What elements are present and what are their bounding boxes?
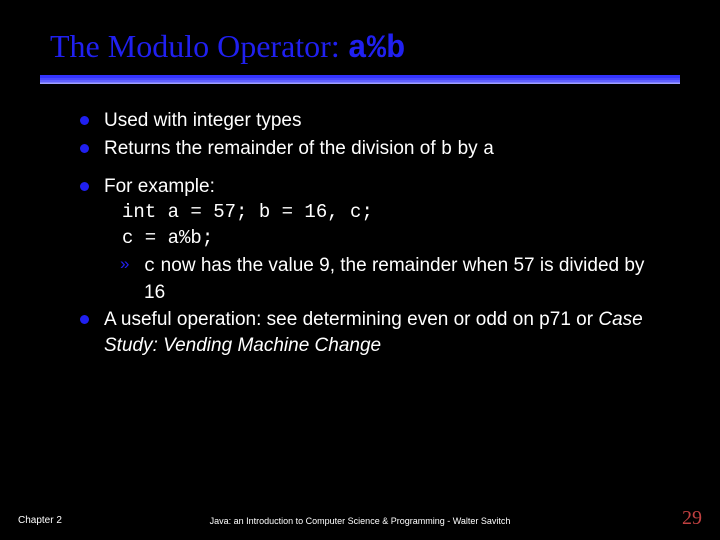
bullet-text: A useful operation: see determining even… <box>104 309 598 330</box>
inline-code: b <box>441 138 452 160</box>
code-line: int a = 57; b = 16, c; <box>122 200 670 226</box>
title-code: a%b <box>348 30 406 67</box>
rule-line <box>40 83 680 84</box>
bullet-text: Returns the remainder of the division of <box>104 138 441 159</box>
inline-code: a <box>483 138 494 160</box>
bullet-item: Used with integer types <box>80 108 670 134</box>
bullet-text: now has the value 9, the remainder when … <box>144 255 644 303</box>
footer-chapter: Chapter 2 <box>18 515 62 526</box>
sub-bullet-item: c now has the value 9, the remainder whe… <box>104 253 670 305</box>
bullet-item: A useful operation: see determining even… <box>80 307 670 358</box>
bullet-text: Used with integer types <box>104 110 302 131</box>
code-line: c = a%b; <box>122 226 670 252</box>
sub-bullet-list: c now has the value 9, the remainder whe… <box>104 253 670 305</box>
slide: The Modulo Operator: a%b Used with integ… <box>0 0 720 540</box>
bullet-text: by <box>452 138 483 159</box>
bullet-text: For example: <box>104 176 215 197</box>
title-text: The Modulo Operator: <box>50 28 348 64</box>
bullet-item: Returns the remainder of the division of… <box>80 136 670 163</box>
bullet-item: For example: int a = 57; b = 16, c; c = … <box>80 174 670 305</box>
inline-code: c <box>144 255 155 277</box>
page-number: 29 <box>682 507 702 530</box>
footer-citation: Java: an Introduction to Computer Scienc… <box>210 516 511 526</box>
title-underline <box>40 75 680 84</box>
slide-title: The Modulo Operator: a%b <box>50 28 670 67</box>
bullet-list: Used with integer types Returns the rema… <box>50 108 670 359</box>
